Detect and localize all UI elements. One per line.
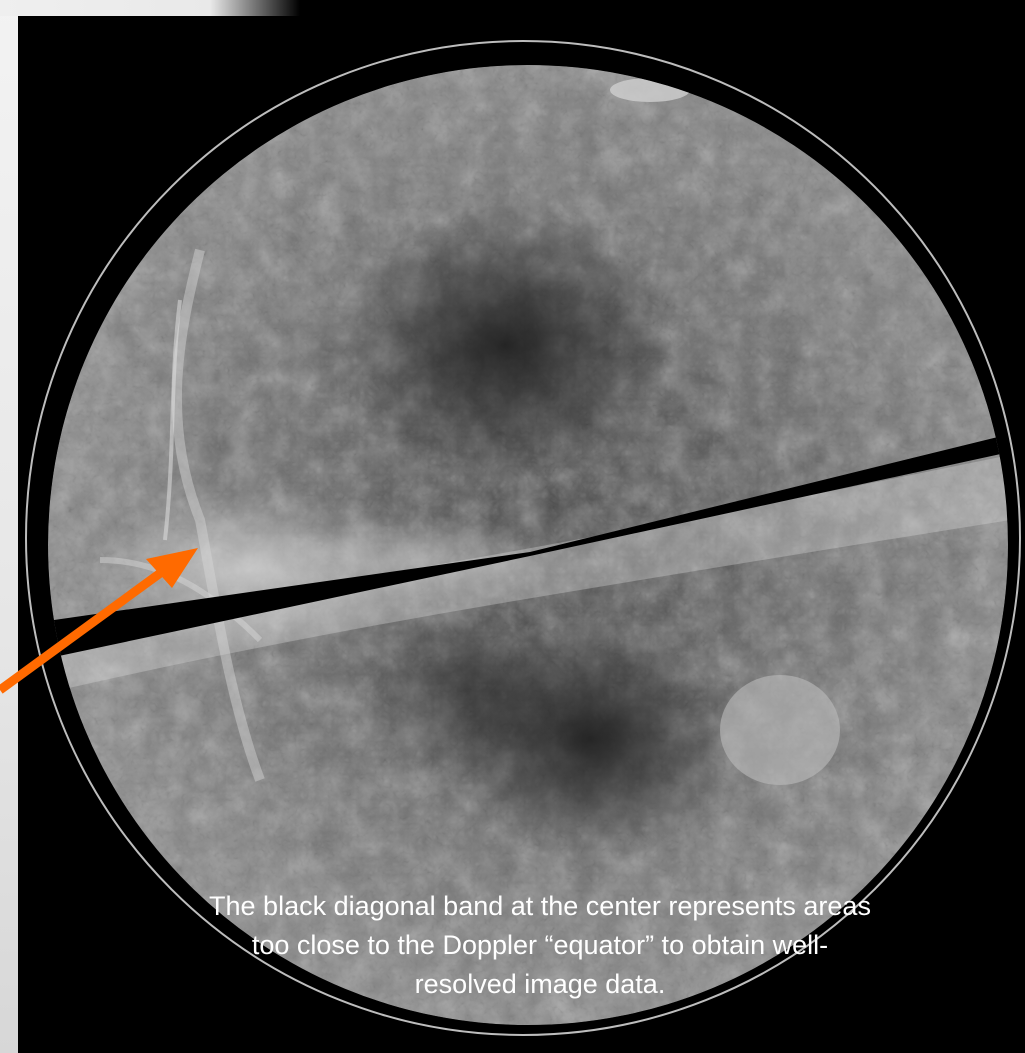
caption-line-3: resolved image data. [414, 969, 666, 999]
top-margin-strip [0, 0, 300, 16]
arrow-icon [0, 548, 198, 694]
caption: The black diagonal band at the center re… [60, 887, 1020, 1004]
left-margin-strip [0, 0, 18, 1053]
caption-line-2: too close to the Doppler “equator” to ob… [251, 930, 829, 960]
globe [48, 65, 1008, 1025]
outer-ring [25, 40, 1021, 1036]
caption-line-1: The black diagonal band at the center re… [209, 891, 871, 921]
